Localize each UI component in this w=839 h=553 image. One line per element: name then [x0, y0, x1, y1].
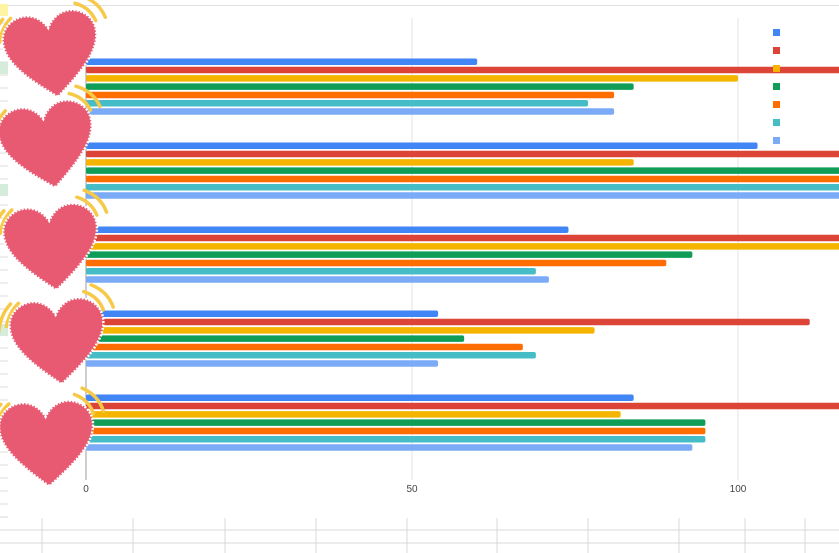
bar[interactable] — [86, 167, 839, 174]
highlighted-cell — [0, 184, 8, 196]
x-tick-label: 50 — [406, 484, 418, 495]
bar[interactable] — [86, 427, 706, 435]
bar[interactable] — [86, 251, 693, 258]
bar[interactable] — [86, 150, 839, 158]
bar[interactable] — [86, 243, 839, 250]
bar[interactable] — [86, 318, 810, 326]
bar[interactable] — [86, 268, 536, 275]
bar[interactable] — [86, 343, 523, 351]
bar[interactable] — [86, 100, 589, 107]
x-axis-tick-labels: 050100150200 — [83, 484, 747, 495]
x-tick-label: 0 — [83, 484, 89, 495]
legend-swatch[interactable] — [773, 65, 780, 72]
bar[interactable] — [86, 192, 839, 199]
legend-swatch[interactable] — [773, 29, 780, 36]
bar[interactable] — [86, 436, 706, 443]
bar[interactable] — [86, 58, 478, 66]
bar[interactable] — [86, 327, 595, 334]
legend-swatch[interactable] — [773, 101, 780, 108]
legend-swatch[interactable] — [773, 137, 780, 144]
highlighted-cell — [0, 324, 8, 336]
bar[interactable] — [86, 360, 439, 367]
bar[interactable] — [86, 276, 549, 283]
bar[interactable] — [86, 159, 634, 166]
legend-swatch[interactable] — [773, 83, 780, 90]
bar[interactable] — [86, 411, 621, 418]
bar[interactable] — [86, 419, 706, 426]
x-tick-label: 100 — [730, 484, 747, 495]
highlighted-cell — [0, 4, 8, 16]
bar[interactable] — [86, 394, 634, 402]
bar[interactable] — [86, 142, 758, 150]
bar[interactable] — [86, 234, 839, 242]
legend-swatch[interactable] — [773, 47, 780, 54]
chart-frame[interactable]: 050100150200 — [8, 5, 839, 518]
bar[interactable] — [86, 226, 569, 234]
bar[interactable] — [86, 175, 839, 183]
bar-chart: 050100150200 — [83, 18, 839, 495]
bar[interactable] — [86, 402, 839, 410]
bars — [86, 58, 839, 451]
legend-swatch[interactable] — [773, 119, 780, 126]
bar[interactable] — [86, 108, 615, 115]
bar[interactable] — [86, 310, 439, 318]
bar[interactable] — [86, 444, 693, 451]
bar[interactable] — [86, 75, 738, 82]
bar[interactable] — [86, 352, 536, 359]
bar[interactable] — [86, 184, 839, 191]
bar[interactable] — [86, 335, 465, 342]
highlighted-cell — [0, 62, 8, 74]
bar[interactable] — [86, 66, 839, 74]
bar[interactable] — [86, 83, 634, 90]
legend[interactable] — [773, 29, 780, 144]
bar[interactable] — [86, 91, 615, 99]
bar[interactable] — [86, 259, 667, 267]
